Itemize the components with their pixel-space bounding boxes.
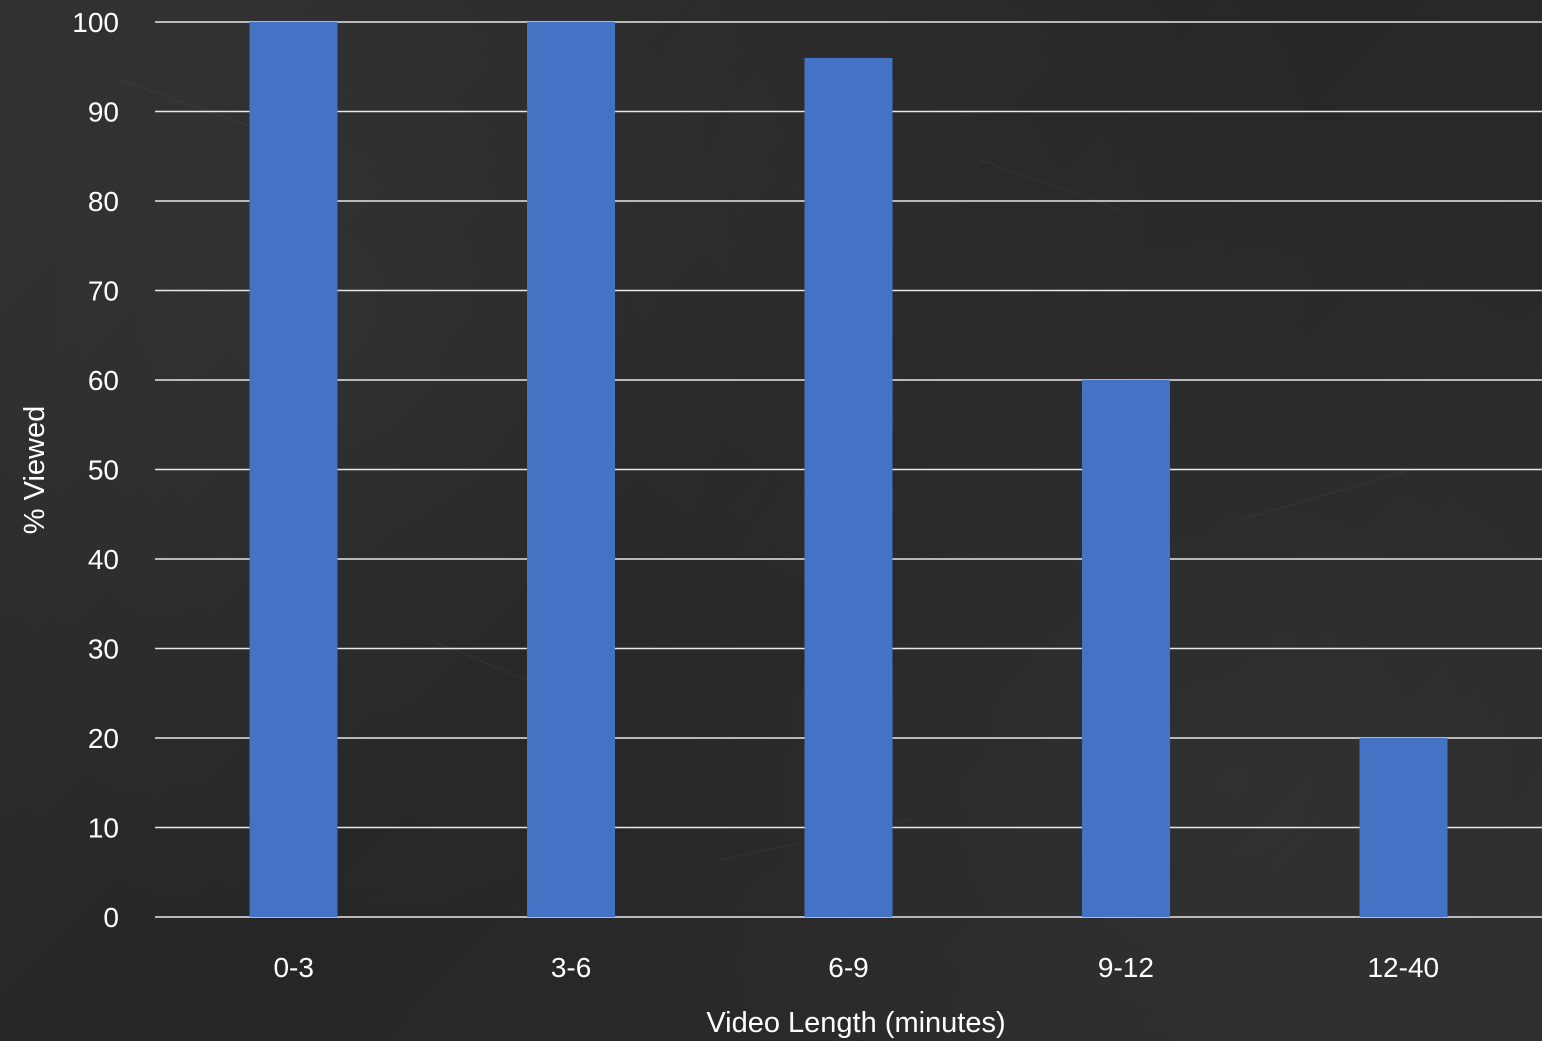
bar-6-9 bbox=[804, 57, 893, 918]
x-axis-title: Video Length (minutes) bbox=[706, 1007, 1005, 1039]
x-tick-label-12-40: 12-40 bbox=[1367, 952, 1439, 983]
bar-9-12 bbox=[1081, 380, 1170, 917]
y-tick-label-70: 70 bbox=[88, 276, 119, 307]
y-tick-label-80: 80 bbox=[88, 186, 119, 217]
bars bbox=[249, 22, 1448, 918]
y-tick-label-30: 30 bbox=[88, 634, 119, 665]
bar-12-40 bbox=[1359, 738, 1448, 917]
x-tick-label-0-3: 0-3 bbox=[273, 952, 313, 983]
bar-0-3 bbox=[249, 22, 338, 917]
y-tick-label-10: 10 bbox=[88, 813, 119, 844]
y-tick-label-40: 40 bbox=[88, 544, 119, 575]
y-tick-label-0: 0 bbox=[103, 902, 119, 933]
x-tick-label-3-6: 3-6 bbox=[551, 952, 591, 983]
x-tick-label-9-12: 9-12 bbox=[1098, 952, 1154, 983]
x-tick-label-6-9: 6-9 bbox=[828, 952, 868, 983]
y-tick-label-100: 100 bbox=[72, 7, 119, 38]
x-axis-tick-labels: 0-3 3-6 6-9 9-12 12-40 bbox=[273, 952, 1439, 983]
y-tick-label-60: 60 bbox=[88, 365, 119, 396]
y-tick-label-50: 50 bbox=[88, 455, 119, 486]
bar-3-6 bbox=[527, 22, 616, 917]
y-tick-label-90: 90 bbox=[88, 97, 119, 128]
y-axis-tick-labels: 0 10 20 30 40 50 60 70 80 90 100 bbox=[72, 7, 119, 933]
y-axis-title: % Viewed bbox=[19, 406, 51, 534]
y-tick-label-20: 20 bbox=[88, 723, 119, 754]
